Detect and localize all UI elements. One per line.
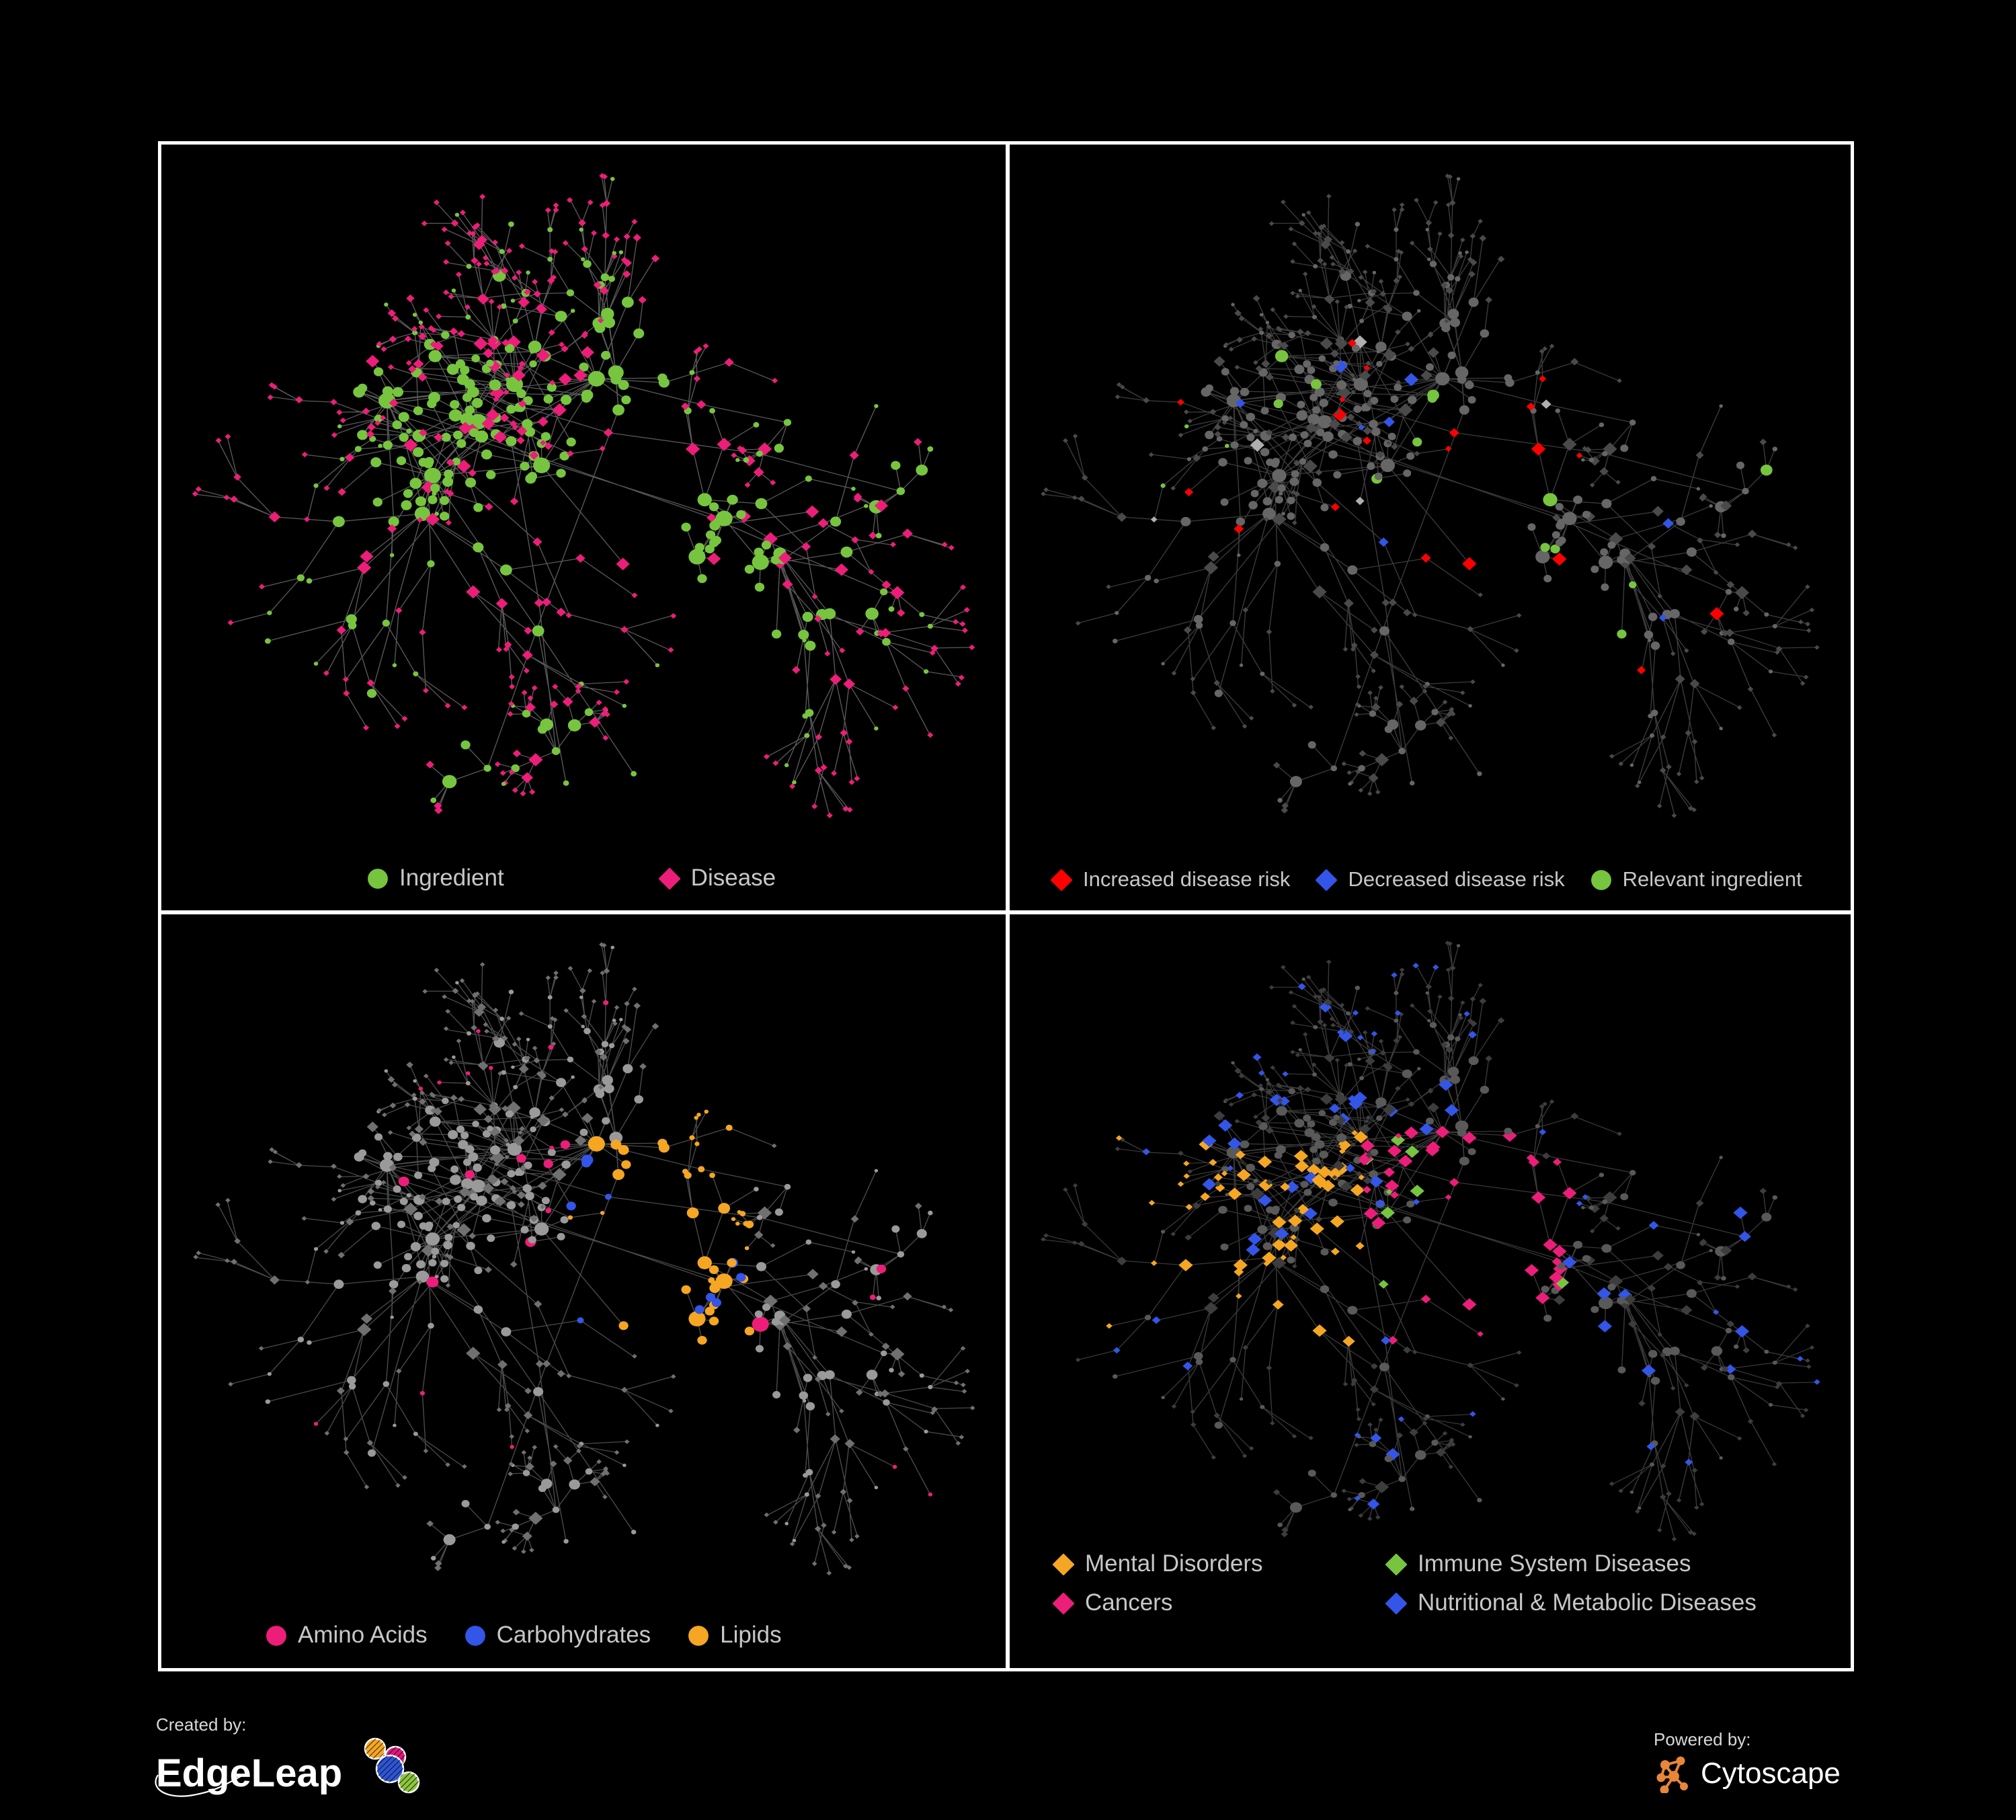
svg-text:EdgeLeap: EdgeLeap <box>156 1751 342 1795</box>
